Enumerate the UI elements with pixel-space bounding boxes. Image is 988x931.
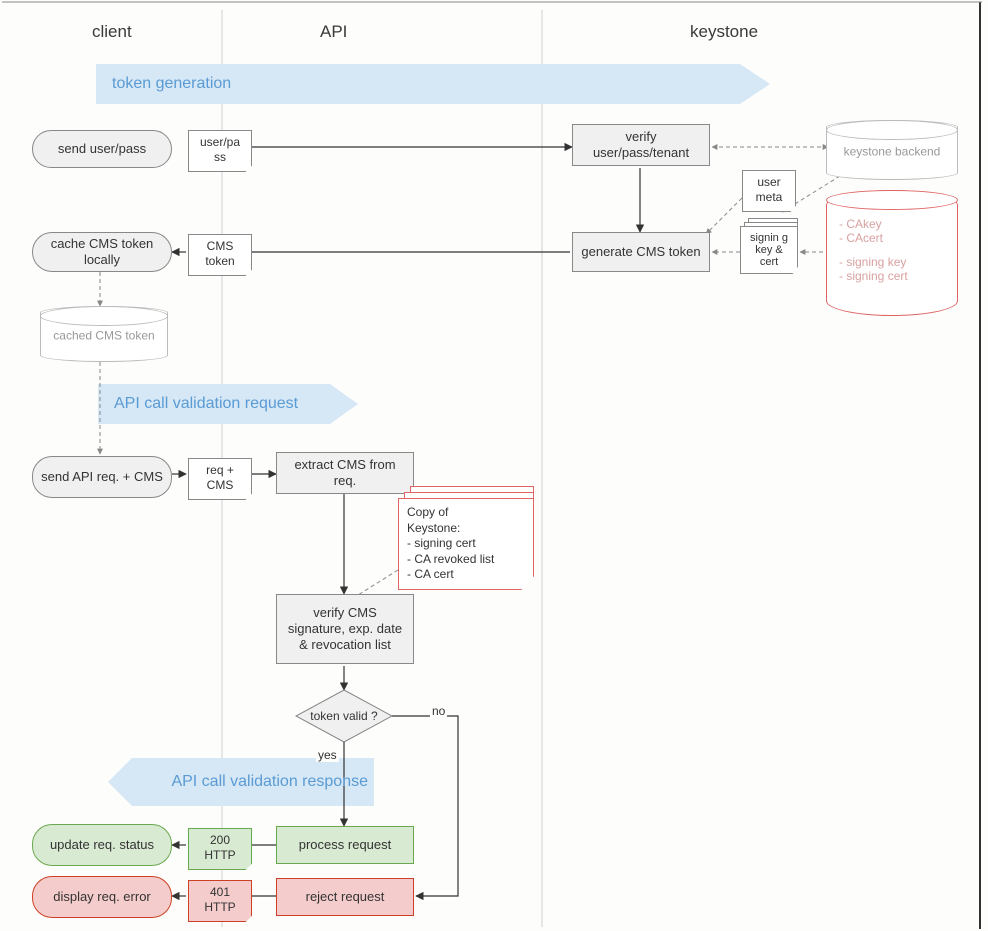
- rednote-l1: Keystone:: [407, 521, 525, 537]
- stack-signing: signin g key & cert: [740, 226, 798, 274]
- node-verify-upt: verify user/pass/tenant: [572, 124, 710, 166]
- node-process: process request: [276, 826, 414, 864]
- node-display-err: display req. error: [32, 876, 172, 918]
- redcyl-l2: - CAcert: [839, 231, 945, 245]
- note-user-meta: user meta: [742, 170, 796, 212]
- node-verify-cms: verify CMS signature, exp. date & revoca…: [276, 594, 414, 664]
- node-reject: reject request: [276, 878, 414, 916]
- banner-token-gen: token generation: [106, 72, 406, 96]
- note-cms-token: CMS token: [188, 234, 252, 276]
- cyl-keystone-backend: keystone backend: [826, 120, 958, 180]
- node-gen-cms: generate CMS token: [572, 232, 710, 272]
- cyl-cached-cms: cached CMS token: [40, 306, 168, 362]
- note-200: 200 HTTP: [188, 828, 252, 870]
- redcyl-l4: - signing cert: [839, 269, 945, 283]
- edge-yes: yes: [316, 748, 339, 762]
- note-req-cms: req + CMS: [188, 458, 252, 500]
- banner-api-resp: API call validation response: [130, 760, 374, 804]
- decision-label: token valid ?: [304, 700, 384, 732]
- cyl-red-certs: - CAkey - CAcert - signing key - signing…: [826, 190, 958, 316]
- note-signing: signin g key & cert: [740, 226, 798, 274]
- cyl-keystone-backend-label: keystone backend: [827, 144, 957, 158]
- cyl-cached-cms-label: cached CMS token: [41, 328, 167, 342]
- note-401: 401 HTTP: [188, 880, 252, 922]
- rednote-l2: - signing cert: [407, 536, 525, 552]
- rednote-l4: - CA cert: [407, 567, 525, 583]
- node-cache-cms: cache CMS token locally: [32, 232, 172, 272]
- redcyl-l3: - signing key: [839, 255, 945, 269]
- node-update-status: update req. status: [32, 824, 172, 866]
- node-extract-cms: extract CMS from req.: [276, 452, 414, 494]
- rednote-l3: - CA revoked list: [407, 552, 525, 568]
- rednote-l0: Copy of: [407, 505, 525, 521]
- edge-no: no: [430, 704, 447, 718]
- stack-red-note: Copy of Keystone: - signing cert - CA re…: [398, 498, 534, 590]
- note-user-pass: user/pa ss: [188, 130, 252, 172]
- node-send-api: send API req. + CMS: [32, 456, 172, 498]
- node-send-user-pass: send user/pass: [32, 130, 172, 168]
- redcyl-l1: - CAkey: [839, 217, 945, 231]
- banner-api-req: API call validation request: [108, 392, 408, 416]
